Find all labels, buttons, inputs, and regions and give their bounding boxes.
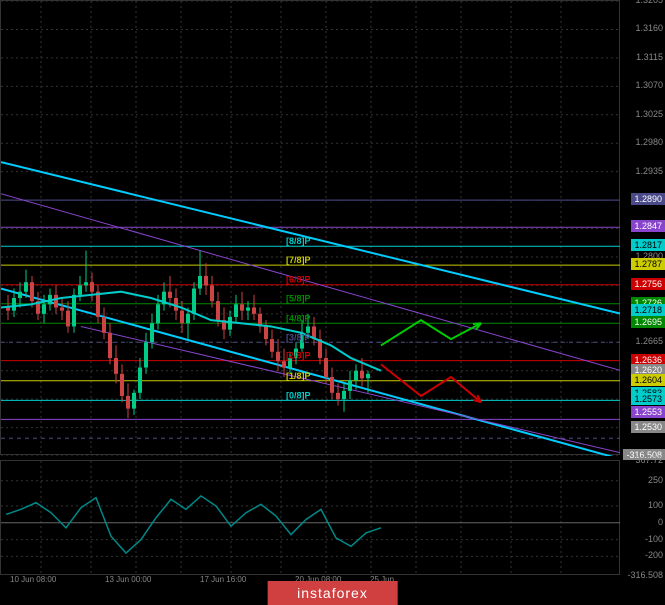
- oscillator-tick: -316.508: [627, 570, 663, 580]
- main-chart[interactable]: [8/8]P [7/8]P [6/8]P [5/8]P [4/8]P [3/8]P [2/8…: [0, 0, 620, 455]
- oscillator-tick: 250: [648, 475, 663, 485]
- oscillator-axis: 367.722501000-100-200-316.508: [620, 460, 665, 575]
- svg-text:[7/8]P: [7/8]P: [286, 255, 311, 265]
- oscillator-tick: 0: [658, 517, 663, 527]
- oscillator-tick: 367.72: [635, 455, 663, 465]
- svg-text:[2/8]P: [2/8]P: [286, 351, 311, 361]
- svg-text:[4/8]P: [4/8]P: [286, 313, 311, 323]
- oscillator-tick: 100: [648, 500, 663, 510]
- oscillator-panel[interactable]: [0, 460, 620, 575]
- price-level-box: 1.2718: [631, 304, 665, 316]
- price-level-box: 1.2787: [631, 258, 665, 270]
- oscillator-tick: -200: [645, 550, 663, 560]
- svg-text:[1/8]P: [1/8]P: [286, 371, 311, 381]
- price-tick: 1.3160: [635, 23, 663, 33]
- price-level-box: 1.2573: [631, 393, 665, 405]
- price-level-box: 1.2890: [631, 193, 665, 205]
- time-tick: 17 Jun 16:00: [200, 575, 246, 584]
- svg-text:[6/8]P: [6/8]P: [286, 275, 311, 285]
- price-tick: 1.3070: [635, 80, 663, 90]
- price-tick: 1.3025: [635, 109, 663, 119]
- watermark-logo: instaforex: [267, 581, 398, 605]
- price-axis: 1.3205 1.3160 1.3115 1.3070 1.3025 1.2980 1.29…: [620, 0, 665, 455]
- price-tick: 1.2980: [635, 137, 663, 147]
- svg-text:[3/8]P: [3/8]P: [286, 332, 311, 342]
- chart-canvas: [8/8]P [7/8]P [6/8]P [5/8]P [4/8]P [3/8]P [2/8…: [1, 1, 621, 456]
- price-level-box: 1.2530: [631, 421, 665, 433]
- oscillator-tick: -100: [645, 534, 663, 544]
- price-level-box: 1.2817: [631, 239, 665, 251]
- svg-text:[0/8]P: [0/8]P: [286, 390, 311, 400]
- time-tick: 10 Jun 08:00: [10, 575, 56, 584]
- time-tick: 13 Jun 00:00: [105, 575, 151, 584]
- price-tick: 1.2935: [635, 166, 663, 176]
- price-level-box: 1.2604: [631, 374, 665, 386]
- oscillator-canvas: [1, 461, 621, 576]
- price-tick: 1.3115: [636, 52, 663, 62]
- price-tick: 1.2665: [635, 336, 663, 346]
- price-level-box: 1.2756: [631, 278, 665, 290]
- price-level-box: 1.2695: [631, 316, 665, 328]
- svg-text:[5/8]P: [5/8]P: [286, 294, 311, 304]
- svg-text:[8/8]P: [8/8]P: [286, 236, 311, 246]
- price-level-box: 1.2553: [631, 406, 665, 418]
- price-tick: 1.3205: [635, 0, 663, 5]
- price-level-box: 1.2847: [631, 220, 665, 232]
